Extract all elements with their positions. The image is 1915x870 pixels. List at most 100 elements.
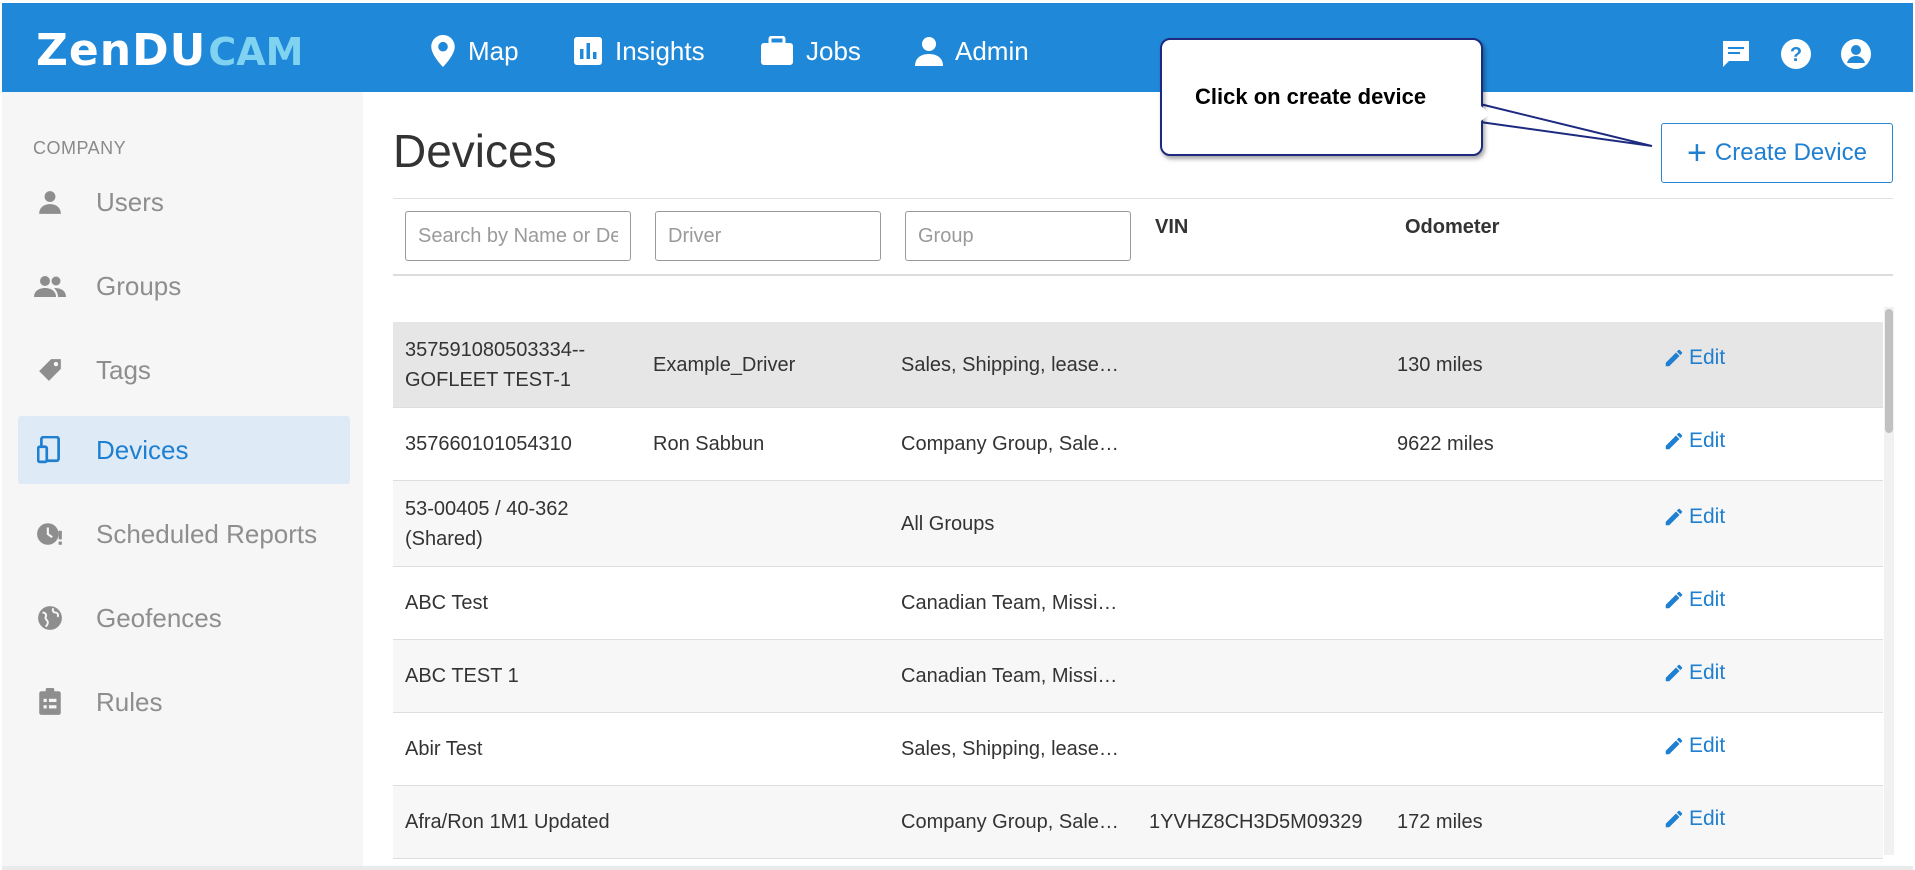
devices-icon	[34, 436, 66, 464]
driver-filter-input[interactable]	[655, 211, 881, 261]
table-row[interactable]: 357660101054310 Ron Sabbun Company Group…	[393, 408, 1883, 481]
table-row[interactable]: 53-00405 / 40-362 (Shared) All Groups Ed…	[393, 481, 1883, 567]
top-navigation-bar: ZenDU CAM Map Insights Jobs Admin ?	[2, 3, 1913, 92]
sidebar-item-groups[interactable]: Groups	[18, 252, 350, 320]
globe-icon	[34, 605, 66, 631]
insights-chart-icon	[574, 37, 602, 65]
vin-cell: 1YVHZ8CH3D5M09329	[1149, 811, 1363, 833]
column-header-odometer[interactable]: Odometer	[1405, 216, 1500, 238]
device-name-cell: 357660101054310	[405, 433, 572, 455]
svg-text:?: ?	[1790, 44, 1802, 66]
table-row[interactable]: ABC Test Canadian Team, Missi… Edit	[393, 567, 1883, 640]
edit-button[interactable]: Edit	[1663, 661, 1725, 685]
logo-main-text: ZenDU	[36, 25, 207, 76]
sidebar-item-users[interactable]: Users	[18, 168, 350, 236]
search-input[interactable]	[405, 211, 631, 261]
device-name-cell: ABC Test	[405, 592, 488, 614]
nav-admin[interactable]: Admin	[915, 31, 1029, 71]
device-name-cell: ABC TEST 1	[405, 665, 519, 687]
account-icon	[1841, 39, 1871, 69]
table-scrollbar-thumb[interactable]	[1885, 309, 1893, 433]
tag-icon	[34, 357, 66, 383]
create-device-label: Create Device	[1714, 139, 1867, 166]
nav-insights[interactable]: Insights	[573, 31, 705, 71]
chat-button[interactable]	[1719, 37, 1753, 71]
sidebar-item-label: Geofences	[96, 602, 222, 633]
nav-jobs-label: Jobs	[806, 35, 861, 66]
edit-label: Edit	[1689, 346, 1726, 369]
device-name-cell: Abir Test	[405, 738, 483, 760]
driver-cell: Ron Sabbun	[653, 433, 765, 455]
edit-button[interactable]: Edit	[1663, 429, 1725, 453]
nav-map-label: Map	[468, 35, 519, 66]
column-header-vin[interactable]: VIN	[1155, 216, 1189, 238]
tutorial-callout	[1160, 38, 1483, 156]
edit-button[interactable]: Edit	[1663, 734, 1725, 758]
pencil-icon	[1665, 432, 1683, 450]
edit-label: Edit	[1689, 588, 1726, 611]
sidebar-item-scheduled-reports[interactable]: Scheduled Reports	[18, 500, 350, 568]
pencil-icon	[1665, 591, 1683, 609]
table-row[interactable]: Abir Test Sales, Shipping, lease… Edit	[393, 713, 1883, 786]
group-filter-input[interactable]	[905, 211, 1131, 261]
groups-icon	[34, 273, 66, 299]
edit-button[interactable]: Edit	[1663, 505, 1725, 529]
table-row[interactable]: Afra/Ron 1M1 Updated Company Group, Sale…	[393, 786, 1883, 859]
pencil-icon	[1665, 508, 1683, 526]
sidebar-item-label: Groups	[96, 270, 182, 301]
nav-insights-label: Insights	[615, 35, 705, 66]
zenducam-logo[interactable]: ZenDU CAM	[36, 25, 303, 76]
sidebar-item-label: Tags	[96, 354, 151, 385]
table-header-divider	[393, 274, 1893, 276]
table-scrollbar[interactable]	[1884, 307, 1894, 855]
nav-admin-label: Admin	[955, 35, 1029, 66]
edit-button[interactable]: Edit	[1663, 807, 1725, 831]
groups-cell: All Groups	[901, 513, 995, 535]
sidebar-item-label: Devices	[96, 434, 189, 465]
callout-text: Click on create device	[1195, 84, 1427, 109]
plus-icon: +	[1687, 134, 1707, 172]
device-name-cell: Afra/Ron 1M1 Updated	[405, 811, 610, 833]
map-pin-icon	[431, 35, 455, 67]
edit-button[interactable]: Edit	[1663, 588, 1725, 612]
page-title: Devices	[393, 125, 557, 177]
person-icon	[915, 37, 943, 66]
device-name-cell: 357591080503334--GOFLEET TEST-1	[405, 339, 586, 391]
table-row[interactable]: ABC TEST 1 Canadian Team, Missi… Edit	[393, 640, 1883, 713]
sidebar-item-tags[interactable]: Tags	[18, 336, 350, 404]
odometer-cell: 130 miles	[1397, 354, 1483, 376]
sidebar-item-geofences[interactable]: Geofences	[18, 584, 350, 652]
header-divider	[393, 198, 1893, 199]
pencil-icon	[1665, 737, 1683, 755]
sidebar-item-devices[interactable]: Devices	[18, 416, 350, 484]
user-icon	[34, 189, 66, 215]
nav-map[interactable]: Map	[430, 31, 519, 71]
odometer-cell: 172 miles	[1397, 811, 1483, 833]
nav-jobs[interactable]: Jobs	[760, 31, 861, 71]
account-button[interactable]	[1839, 37, 1873, 71]
sidebar-item-rules[interactable]: Rules	[18, 668, 350, 736]
groups-cell: Sales, Shipping, lease…	[901, 738, 1119, 760]
edit-button[interactable]: Edit	[1663, 346, 1725, 370]
sidebar-section-label: COMPANY	[33, 138, 127, 158]
edit-label: Edit	[1689, 807, 1726, 830]
groups-cell: Canadian Team, Missi…	[901, 592, 1118, 614]
sidebar-item-label: Rules	[96, 686, 163, 717]
sidebar-item-label: Scheduled Reports	[96, 518, 318, 549]
groups-cell: Sales, Shipping, lease…	[901, 354, 1119, 376]
edit-label: Edit	[1689, 429, 1726, 452]
help-icon: ?	[1781, 39, 1811, 69]
table-row[interactable]: 357591080503334--GOFLEET TEST-1 Example_…	[393, 322, 1883, 408]
sidebar: COMPANY Users Groups Tags Devices Schedu…	[2, 92, 363, 870]
create-device-button[interactable]: + Create Device	[1661, 123, 1893, 183]
chat-icon	[1723, 41, 1749, 67]
sidebar-item-label: Users	[96, 186, 164, 217]
groups-cell: Canadian Team, Missi…	[901, 665, 1118, 687]
briefcase-icon	[761, 36, 793, 65]
edit-label: Edit	[1689, 734, 1726, 757]
bottom-edge	[2, 866, 1913, 870]
help-button[interactable]: ?	[1779, 37, 1813, 71]
edit-label: Edit	[1689, 661, 1726, 684]
